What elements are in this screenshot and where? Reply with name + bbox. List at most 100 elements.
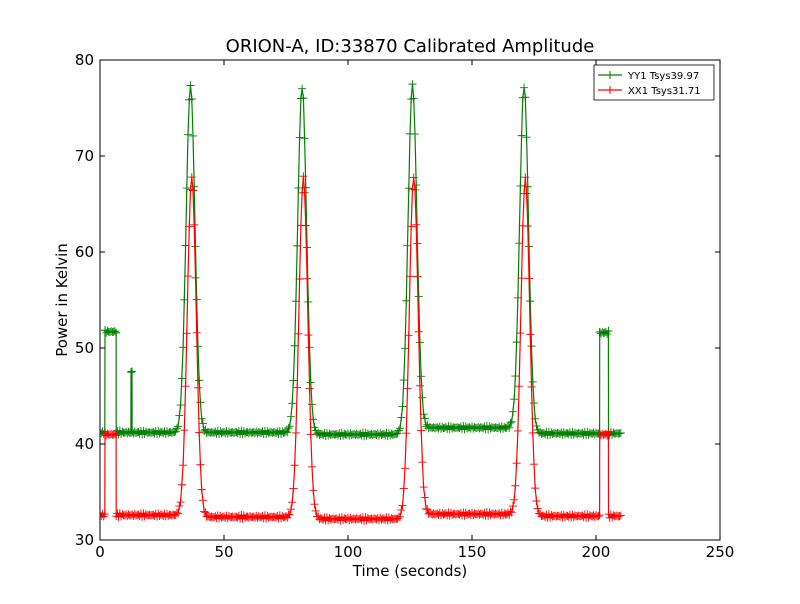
data-point <box>303 243 312 252</box>
data-point <box>291 428 300 437</box>
legend-marker <box>606 71 614 79</box>
data-point <box>284 423 293 432</box>
legend-box <box>593 64 715 101</box>
data-point <box>182 329 191 338</box>
data-point <box>306 378 315 387</box>
data-point <box>420 493 429 502</box>
data-point <box>513 426 522 435</box>
data-point <box>176 401 185 410</box>
data-point <box>409 94 418 103</box>
data-point <box>399 376 408 385</box>
data-point <box>308 400 317 409</box>
data-point <box>298 84 307 93</box>
data-point <box>174 422 183 431</box>
data-point <box>172 424 181 433</box>
data-point <box>511 372 520 381</box>
data-point <box>398 501 407 510</box>
data-point <box>407 222 416 231</box>
data-point <box>186 81 195 90</box>
data-point <box>522 133 531 142</box>
data-point <box>293 383 302 392</box>
legend: YY1 Tsys39.97 XX1 Tsys31.71 <box>593 64 715 101</box>
data-point <box>172 508 181 517</box>
data-point <box>285 422 294 431</box>
y-axis-label: Power in Kelvin <box>53 243 71 357</box>
data-point <box>417 372 426 381</box>
data-point <box>197 485 206 494</box>
data-point <box>294 329 303 338</box>
plot-frame <box>99 59 721 541</box>
data-point <box>404 184 413 193</box>
x-tick-label: 100 <box>334 543 363 561</box>
data-point <box>176 498 185 507</box>
data-point <box>179 343 188 352</box>
data-point <box>301 183 310 192</box>
data-point <box>305 343 314 352</box>
data-point <box>401 464 410 473</box>
x-tick-label: 50 <box>214 543 233 561</box>
data-point <box>415 338 424 347</box>
data-point <box>413 239 422 248</box>
data-point <box>397 413 406 422</box>
data-point <box>419 483 428 492</box>
data-point <box>310 423 319 432</box>
data-point <box>532 496 541 505</box>
data-point <box>182 184 191 193</box>
legend-marker <box>606 86 614 94</box>
data-point <box>516 181 525 190</box>
data-point <box>415 381 424 390</box>
data-point <box>506 418 515 427</box>
data-point <box>399 484 408 493</box>
data-point <box>525 274 534 283</box>
data-point <box>508 407 517 416</box>
data-point <box>398 402 407 411</box>
data-point <box>507 417 516 426</box>
data-point <box>198 496 207 505</box>
data-point <box>192 328 201 337</box>
data-point <box>110 327 119 336</box>
data-point <box>286 412 295 421</box>
data-point <box>507 508 516 517</box>
data-point <box>187 173 196 182</box>
data-point <box>528 377 537 386</box>
series-1 <box>100 80 625 441</box>
data-point <box>303 274 312 283</box>
data-point <box>311 506 320 515</box>
data-point <box>523 222 532 231</box>
data-point <box>594 512 603 521</box>
data-point <box>309 486 318 495</box>
data-point <box>616 428 625 437</box>
data-point <box>299 94 308 103</box>
data-point <box>110 429 119 438</box>
data-point <box>517 131 526 140</box>
data-point <box>185 222 194 231</box>
data-point <box>193 383 202 392</box>
data-point <box>127 367 136 376</box>
data-point <box>295 133 304 142</box>
data-point <box>530 460 538 469</box>
data-point <box>306 430 315 439</box>
y-tick-label: 50 <box>75 339 94 357</box>
data-point <box>510 495 519 504</box>
data-point <box>516 329 525 338</box>
data-point <box>304 331 313 340</box>
chart-title: ORION-A, ID:33870 Calibrated Amplitude <box>226 36 595 57</box>
data-point <box>397 506 406 515</box>
data-point <box>508 502 517 511</box>
data-point <box>196 460 205 469</box>
data-point <box>513 293 522 302</box>
x-axis-label: Time (seconds) <box>352 562 468 580</box>
data-point <box>520 83 529 92</box>
axes-layer: 0 50 100 150 200 250 30 40 50 60 70 80 <box>75 51 734 561</box>
data-point <box>193 342 202 351</box>
data-point <box>196 398 205 407</box>
y-tick-label: 80 <box>75 51 94 69</box>
data-point <box>526 297 535 306</box>
data-point <box>299 172 308 181</box>
data-point <box>515 382 524 391</box>
data-point <box>295 274 304 283</box>
series-layer <box>100 80 625 525</box>
data-point <box>402 429 411 438</box>
data-point <box>187 95 196 104</box>
